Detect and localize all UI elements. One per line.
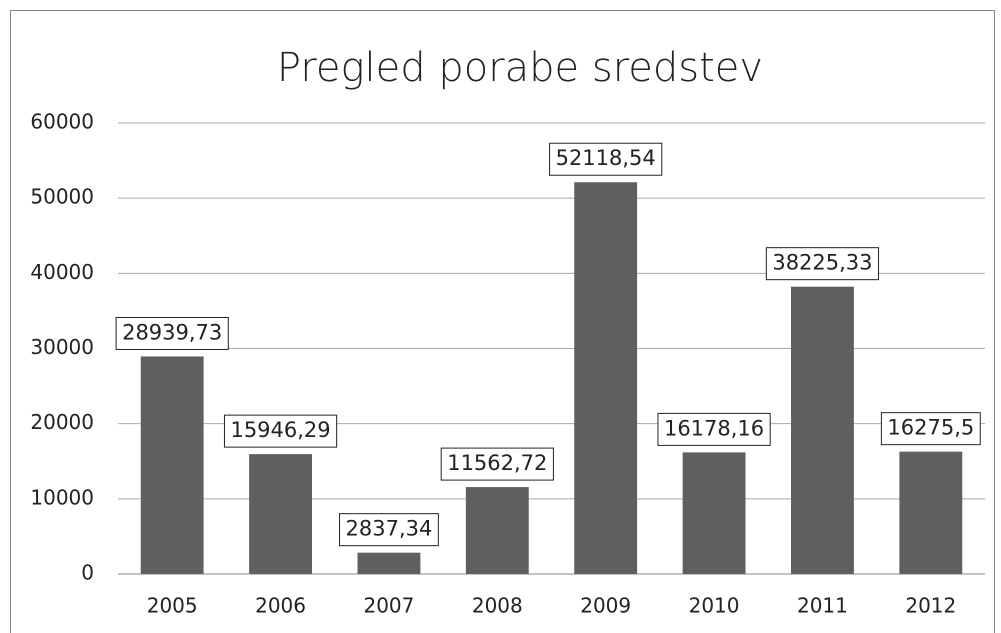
y-tick-label: 30000 — [30, 335, 94, 359]
y-tick-label: 10000 — [30, 485, 94, 509]
y-tick-label: 40000 — [30, 260, 94, 284]
data-label: 16275,5 — [887, 416, 974, 440]
chart-title: Pregled porabe sredstev — [277, 45, 763, 91]
x-tick-label: 2007 — [363, 594, 414, 618]
data-label-box — [115, 316, 229, 350]
data-label-box — [549, 142, 663, 176]
data-label-box — [223, 414, 338, 448]
y-tick-label: 20000 — [30, 410, 94, 434]
data-label-box — [339, 513, 439, 547]
y-tick-label: 60000 — [30, 110, 94, 134]
bar — [357, 552, 421, 574]
data-label: 28939,73 — [122, 320, 222, 344]
data-label: 38225,33 — [772, 251, 872, 275]
chart-border — [10, 10, 995, 633]
bar — [140, 356, 204, 574]
x-tick-label: 2010 — [689, 594, 740, 618]
data-label-box — [657, 412, 771, 446]
bar — [465, 487, 529, 574]
x-tick-label: 2009 — [580, 594, 631, 618]
x-tick-label: 2008 — [472, 594, 523, 618]
bar — [249, 454, 312, 574]
x-tick-label: 2011 — [797, 594, 848, 618]
bar — [791, 286, 854, 574]
bar — [899, 451, 963, 574]
x-tick-label: 2005 — [147, 594, 198, 618]
data-label: 2837,34 — [346, 517, 433, 541]
data-label: 15946,29 — [230, 418, 330, 442]
x-tick-label: 2006 — [255, 594, 306, 618]
bar — [574, 182, 638, 574]
x-tick-label: 2012 — [905, 594, 956, 618]
y-tick-label: 50000 — [30, 185, 94, 209]
y-tick-label: 0 — [81, 561, 94, 585]
bar — [682, 452, 746, 574]
data-label: 16178,16 — [664, 416, 764, 440]
data-label-box — [440, 447, 554, 481]
data-label: 11562,72 — [447, 451, 547, 475]
data-label-box — [880, 412, 981, 446]
data-label-box — [765, 247, 880, 281]
data-label: 52118,54 — [556, 146, 656, 170]
